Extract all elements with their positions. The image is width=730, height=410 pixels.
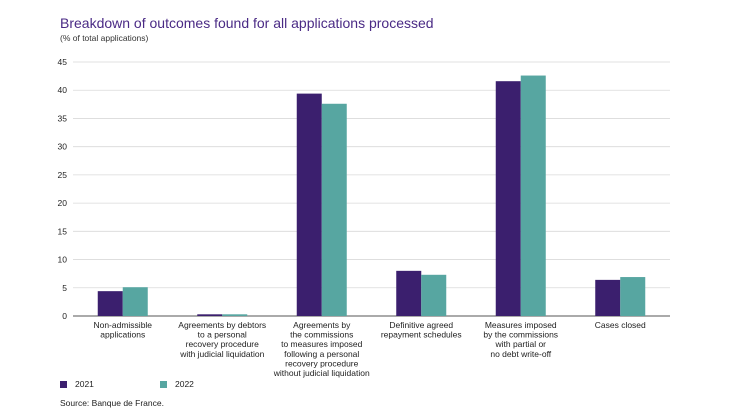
bar-2022-3 [421, 274, 447, 316]
chart-subtitle: (% of total applications) [60, 33, 149, 43]
legend-label-2021: 2021 [75, 379, 94, 389]
x-category-label-line: Non-admissible [93, 320, 152, 330]
legend-item-2021: 2021 [60, 379, 94, 389]
bar-2021-0 [97, 291, 123, 316]
legend-label-2022: 2022 [175, 379, 194, 389]
x-category-label: Agreements by the commissions to measures … [273, 320, 370, 378]
bar-2021-1 [197, 314, 223, 316]
x-category-label-line: following a personal [284, 349, 359, 359]
bar-2021-2 [296, 93, 322, 316]
x-category-label-line: with judicial liquidation [179, 349, 264, 359]
y-tick-label: 45 [58, 57, 68, 67]
x-category-label-line: by the commissions [483, 330, 558, 340]
chart-title: Breakdown of outcomes found for all appl… [60, 15, 434, 31]
y-tick-label: 35 [58, 113, 68, 123]
x-category-label: Cases closed [595, 320, 646, 330]
y-tick-label: 15 [58, 226, 68, 236]
bar-2022-2 [321, 103, 347, 316]
y-tick-label: 40 [58, 85, 68, 95]
x-category-label-line: with partial or [494, 339, 546, 349]
legend-swatch-2022 [160, 380, 167, 388]
x-category-label-line: without judicial liquidation [273, 368, 370, 378]
x-category-label-line: no debt write-off [490, 349, 551, 359]
bar-2022-4 [520, 75, 546, 317]
x-category-label: Agreements by debtors to a personal recove… [178, 320, 266, 359]
bar-2021-3 [396, 270, 422, 316]
x-category-label-line: recovery procedure [186, 339, 260, 349]
y-tick-label: 25 [58, 170, 68, 180]
x-category-label-line: repayment schedules [381, 330, 462, 340]
legend-item-2022: 2022 [160, 379, 194, 389]
bar-2022-5 [620, 277, 646, 316]
x-category-label-line: to a personal [198, 330, 247, 340]
legend-swatch-2021 [60, 380, 67, 388]
x-category-label-line: Definitive agreed [389, 320, 453, 330]
x-category-label-line: applications [100, 330, 145, 340]
x-category-label-line: recovery procedure [285, 358, 359, 368]
bar-2021-4 [495, 81, 521, 317]
x-category-label: Non-admissible applications [93, 320, 152, 340]
y-tick-label: 10 [58, 255, 68, 265]
x-category-label-line: Measures imposed [485, 320, 557, 330]
x-category-label-line: Cases closed [595, 320, 646, 330]
x-category-label: Measures imposed by the commissions with p… [483, 320, 558, 359]
y-tick-label: 0 [62, 311, 67, 321]
source-note: Source: Banque de France. [60, 398, 164, 408]
y-tick-label: 30 [58, 142, 68, 152]
x-category-label: Definitive agreed repayment schedules [381, 320, 462, 340]
x-category-label-line: Agreements by [293, 320, 351, 330]
x-category-label-line: to measures imposed [281, 339, 363, 349]
bar-2021-5 [595, 279, 621, 316]
bar-2022-0 [122, 287, 148, 316]
y-tick-label: 20 [58, 198, 68, 208]
x-category-label-line: the commissions [290, 330, 353, 340]
bar-2022-1 [222, 314, 248, 316]
x-category-label-line: Agreements by debtors [178, 320, 266, 330]
y-tick-label: 5 [62, 283, 67, 293]
